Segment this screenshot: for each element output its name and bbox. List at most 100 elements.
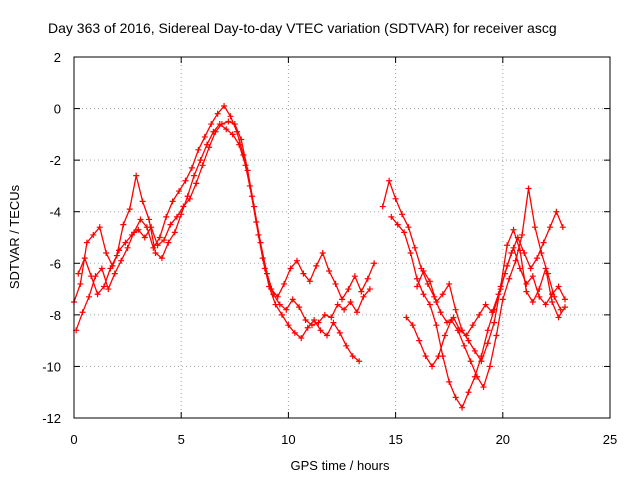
point-satellite-7-0 [414,283,421,290]
point-satellite-4-0 [379,203,386,210]
point-satellite-7-13 [497,283,504,290]
point-satellite-2-37 [311,317,318,324]
point-satellite-5-18 [504,262,511,269]
point-satellite-6-21 [538,249,545,256]
point-satellite-5-9 [446,378,453,385]
point-satellite-7-21 [549,298,556,305]
point-satellite-6-6 [441,332,448,339]
y-tick-label-4: -4 [49,205,61,220]
point-satellite-5-11 [459,404,466,411]
plot-frame [73,56,611,419]
point-satellite-6-22 [544,270,551,277]
point-satellite-3-15 [171,229,178,236]
point-satellite-3-4 [101,283,108,290]
point-satellite-1-15 [167,221,174,228]
point-satellite-2-33 [285,322,292,329]
point-satellite-3-41 [339,296,345,303]
point-satellite-5-3 [407,249,414,256]
point-satellite-1-1 [77,280,84,287]
point-satellite-6-10 [467,358,474,365]
point-satellite-3-20 [203,141,210,148]
point-satellite-2-18 [188,164,195,171]
point-satellite-1-14 [161,237,168,244]
point-satellite-3-19 [197,157,204,164]
point-satellite-2-17 [182,177,189,184]
point-satellite-5-2 [401,229,408,236]
point-satellite-2-5 [105,286,112,293]
point-satellite-3-10 [139,198,146,205]
x-axis-ticks: 0 5 10 15 20 25 [70,57,617,447]
point-satellite-5-12 [465,389,472,396]
point-satellite-1-41 [334,301,341,308]
point-satellite-3-8 [126,206,133,213]
point-satellite-6-13 [486,363,493,370]
point-satellite-1-44 [354,309,361,316]
x-tick-label-5: 25 [603,432,617,447]
point-satellite-2-36 [304,324,311,331]
point-satellite-5-27 [561,296,568,303]
point-satellite-2-20 [201,133,208,140]
point-satellite-2-14 [163,213,170,220]
point-satellite-3-3 [94,291,101,298]
point-satellite-3-12 [152,249,159,256]
point-satellite-4-1 [386,177,393,184]
point-satellite-3-33 [287,265,294,272]
point-satellite-2-38 [317,327,324,334]
point-satellite-4-25 [540,239,547,246]
point-satellite-6-7 [448,317,455,324]
point-satellite-2-41 [336,329,343,336]
point-satellite-4-26 [546,224,553,231]
point-satellite-7-3 [433,298,440,305]
point-satellite-3-7 [120,221,127,228]
point-satellite-3-16 [178,211,185,218]
point-satellite-2-10 [137,216,144,223]
point-satellite-3-21 [210,128,217,135]
point-satellite-7-17 [523,288,530,295]
point-satellite-2-21 [208,121,215,128]
point-satellite-1-33 [283,306,290,313]
point-satellite-1-20 [199,162,206,169]
point-satellite-2-31 [272,301,279,308]
point-satellite-4-3 [399,211,406,218]
point-satellite-3-28 [255,231,262,238]
x-axis-label: GPS time / hours [291,458,390,473]
point-satellite-3-36 [306,278,313,285]
point-satellite-3-43 [351,273,358,280]
point-satellite-5-4 [414,275,421,282]
point-satellite-6-12 [480,384,487,391]
point-satellite-5-10 [452,394,459,401]
point-satellite-4-16 [482,301,489,308]
point-satellite-3-6 [113,252,120,259]
point-satellite-5-1 [394,221,401,228]
point-satellite-2-16 [176,188,183,195]
point-satellite-3-44 [358,288,365,295]
point-satellite-5-21 [523,280,530,287]
point-satellite-6-1 [409,322,416,329]
point-satellite-3-17 [184,193,191,200]
point-satellite-5-26 [555,283,562,290]
point-satellite-7-7 [459,327,466,334]
chart-title: Day 363 of 2016, Sidereal Day-to-day VTE… [48,20,557,36]
point-satellite-4-14 [469,322,476,329]
point-satellite-6-2 [416,337,423,344]
point-satellite-2-4 [98,265,105,272]
series-line-satellite-2 [75,105,360,362]
point-satellite-7-22 [555,314,562,321]
point-satellite-4-24 [534,255,541,262]
point-satellite-2-42 [343,342,350,349]
point-satellite-2-43 [349,353,356,360]
point-satellite-6-11 [474,373,481,380]
point-satellite-7-10 [478,358,485,365]
data-points [71,102,568,411]
point-satellite-3-40 [332,280,339,287]
point-satellite-2-23 [221,102,228,109]
point-satellite-2-6 [111,270,118,277]
point-satellite-1-3 [90,231,97,238]
point-satellite-1-46 [366,286,373,293]
point-satellite-3-2 [88,273,95,280]
point-satellite-3-1 [81,255,88,262]
point-satellite-3-5 [107,265,114,272]
point-satellite-2-2 [86,293,93,300]
point-satellite-7-19 [536,286,543,293]
point-satellite-6-16 [506,275,513,282]
